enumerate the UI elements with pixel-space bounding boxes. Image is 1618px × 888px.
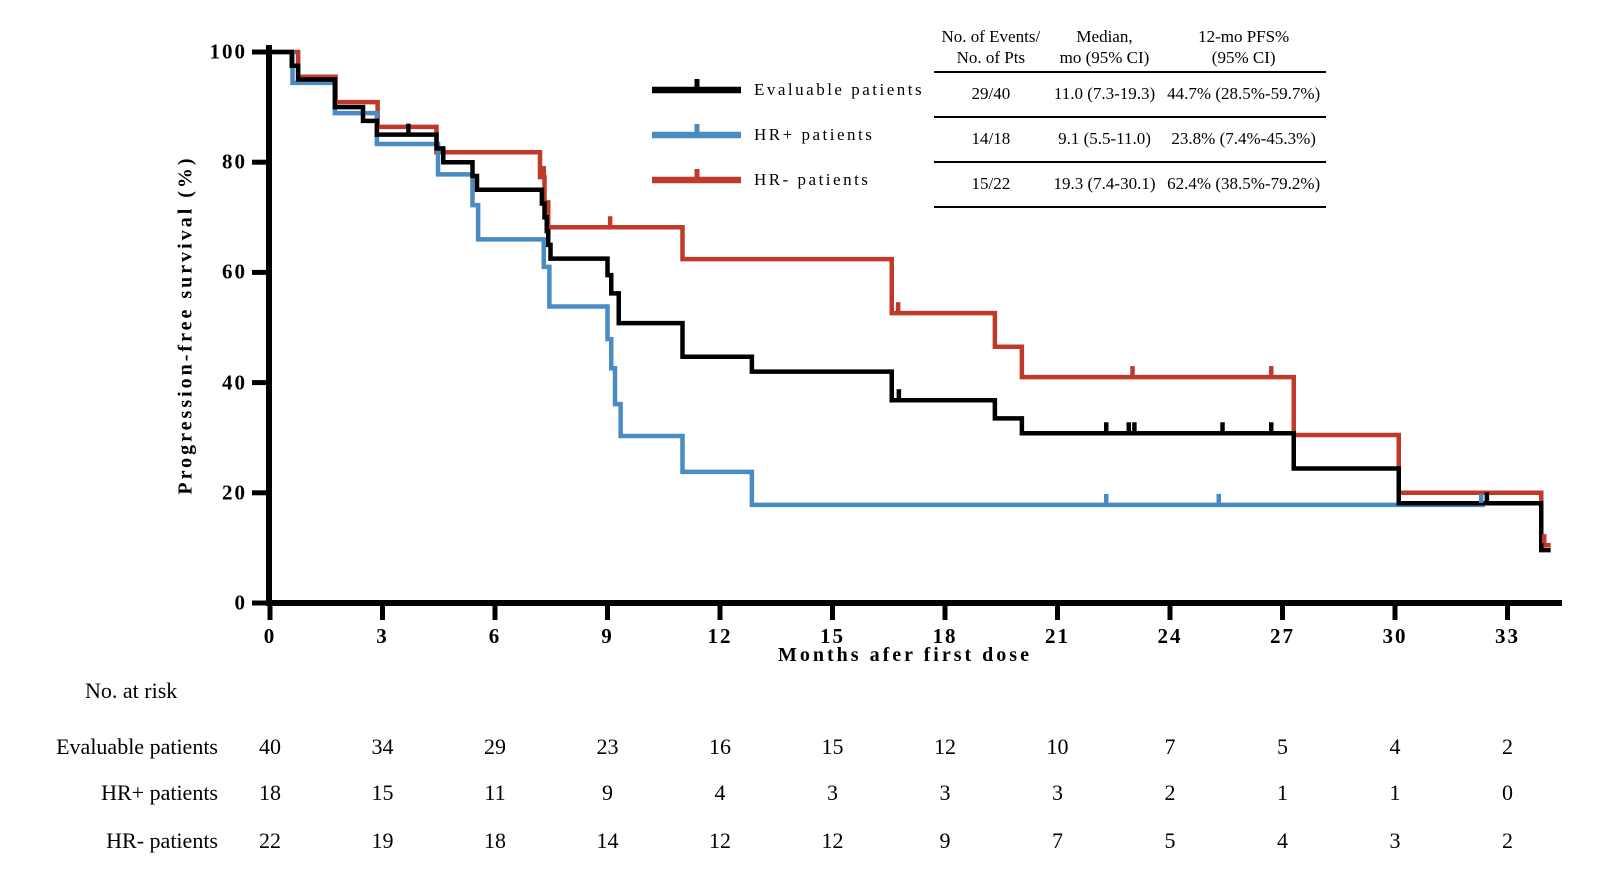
- risk-value: 18: [259, 780, 281, 805]
- legend-label: HR+ patients: [754, 125, 875, 144]
- risk-value: 2: [1164, 780, 1176, 805]
- risk-value: 15: [371, 780, 394, 805]
- stats-table-body: 29/40 11.0 (7.3-19.3) 44.7% (28.5%-59.7%) 1…: [934, 73, 1326, 208]
- stats-table-row: 14/18 9.1 (5.5-11.0) 23.8% (7.4%-45.3%): [934, 118, 1326, 163]
- x-tick-label: 9: [601, 624, 614, 648]
- risk-value: 23: [596, 734, 619, 759]
- risk-value: 2: [1502, 828, 1513, 853]
- risk-value: 29: [484, 734, 506, 759]
- risk-value: 4: [1389, 734, 1401, 759]
- risk-value: 18: [484, 828, 506, 853]
- risk-value: 7: [1164, 734, 1176, 759]
- stats-cell: 29/40: [971, 84, 1011, 104]
- y-tick-label: 80: [222, 149, 247, 174]
- stats-cell: 62.4% (38.5%-79.2%): [1167, 174, 1321, 194]
- stats-table-row: 15/22 19.3 (7.4-30.1) 62.4% (38.5%-79.2%): [934, 163, 1326, 208]
- stats-cell: 11.0 (7.3-19.3): [1053, 84, 1156, 104]
- stats-table-row: 29/40 11.0 (7.3-19.3) 44.7% (28.5%-59.7%): [934, 73, 1326, 118]
- risk-value: 5: [1164, 828, 1176, 853]
- y-tick-label: 100: [209, 39, 247, 64]
- risk-value: 7: [1052, 828, 1063, 853]
- risk-value: 9: [602, 780, 613, 805]
- risk-value: 19: [371, 828, 394, 853]
- y-tick-label: 60: [222, 259, 247, 284]
- km-curve-hr-patients: [270, 49, 1551, 548]
- stats-table-header: No. of Events/No. of Pts Median, mo (95% C…: [934, 25, 1326, 73]
- risk-value: 4: [714, 780, 726, 805]
- risk-value: 22: [259, 828, 281, 853]
- x-axis-title: Months afer first dose: [778, 644, 1032, 666]
- stats-header-cell: Median, mo (95% CI): [1059, 27, 1150, 67]
- stats-cell: 23.8% (7.4%-45.3%): [1171, 129, 1316, 149]
- y-axis-title: Progression-free survival (%): [174, 155, 197, 495]
- risk-value: 15: [821, 734, 844, 759]
- risk-row-label: Evaluable patients: [56, 734, 218, 759]
- risk-value: 10: [1046, 734, 1069, 759]
- km-curve-evaluable-patients: [270, 49, 1551, 553]
- x-tick-label: 0: [263, 624, 277, 648]
- x-tick-label: 18: [932, 624, 958, 648]
- x-tick-label: 3: [376, 624, 389, 648]
- risk-value: 3: [939, 780, 951, 805]
- y-tick-label: 20: [222, 480, 247, 505]
- risk-value: 0: [1502, 780, 1513, 805]
- risk-value: 11: [484, 780, 506, 805]
- km-curve-hr-patients: [270, 49, 1485, 508]
- x-tick-label: 24: [1157, 624, 1183, 648]
- risk-value: 4: [1277, 828, 1288, 853]
- risk-value: 12: [709, 828, 731, 853]
- risk-value: 34: [371, 734, 394, 759]
- risk-table-title: No. at risk: [85, 678, 178, 703]
- x-tick-label: 12: [707, 624, 733, 648]
- risk-value: 3: [827, 780, 838, 805]
- risk-row-label: HR+ patients: [101, 780, 218, 805]
- y-tick-label: 40: [222, 370, 247, 395]
- stats-table: No. of Events/No. of Pts Median, mo (95% C…: [934, 25, 1326, 208]
- x-tick-label: 33: [1495, 624, 1520, 648]
- x-tick-label: 27: [1270, 624, 1295, 648]
- stats-header-cell: No. of Events/No. of Pts: [941, 27, 1041, 67]
- stats-header-cell: 12-mo PFS% (95% CI): [1198, 27, 1290, 67]
- x-tick-label: 6: [488, 624, 502, 648]
- x-tick-label: 21: [1045, 624, 1070, 648]
- legend-label: HR- patients: [754, 170, 871, 189]
- stats-cell: 14/18: [971, 129, 1011, 149]
- risk-value: 9: [939, 828, 951, 853]
- y-tick-label: 0: [234, 590, 247, 615]
- risk-value: 3: [1052, 780, 1063, 805]
- risk-value: 14: [596, 828, 619, 853]
- risk-value: 16: [709, 734, 731, 759]
- stats-cell: 19.3 (7.4-30.1): [1053, 174, 1156, 194]
- risk-value: 12: [934, 734, 956, 759]
- risk-row-label: HR- patients: [106, 828, 218, 853]
- risk-value: 5: [1277, 734, 1288, 759]
- stats-cell: 44.7% (28.5%-59.7%): [1167, 84, 1321, 104]
- legend-label: Evaluable patients: [754, 80, 925, 99]
- risk-value: 2: [1502, 734, 1513, 759]
- risk-value: 1: [1389, 780, 1401, 805]
- stats-cell: 9.1 (5.5-11.0): [1058, 129, 1151, 149]
- risk-value: 12: [821, 828, 844, 853]
- risk-value: 3: [1389, 828, 1401, 853]
- stats-cell: 15/22: [971, 174, 1011, 194]
- x-tick-label: 30: [1382, 624, 1408, 648]
- risk-value: 1: [1277, 780, 1288, 805]
- risk-value: 40: [259, 734, 281, 759]
- x-tick-label: 15: [820, 624, 845, 648]
